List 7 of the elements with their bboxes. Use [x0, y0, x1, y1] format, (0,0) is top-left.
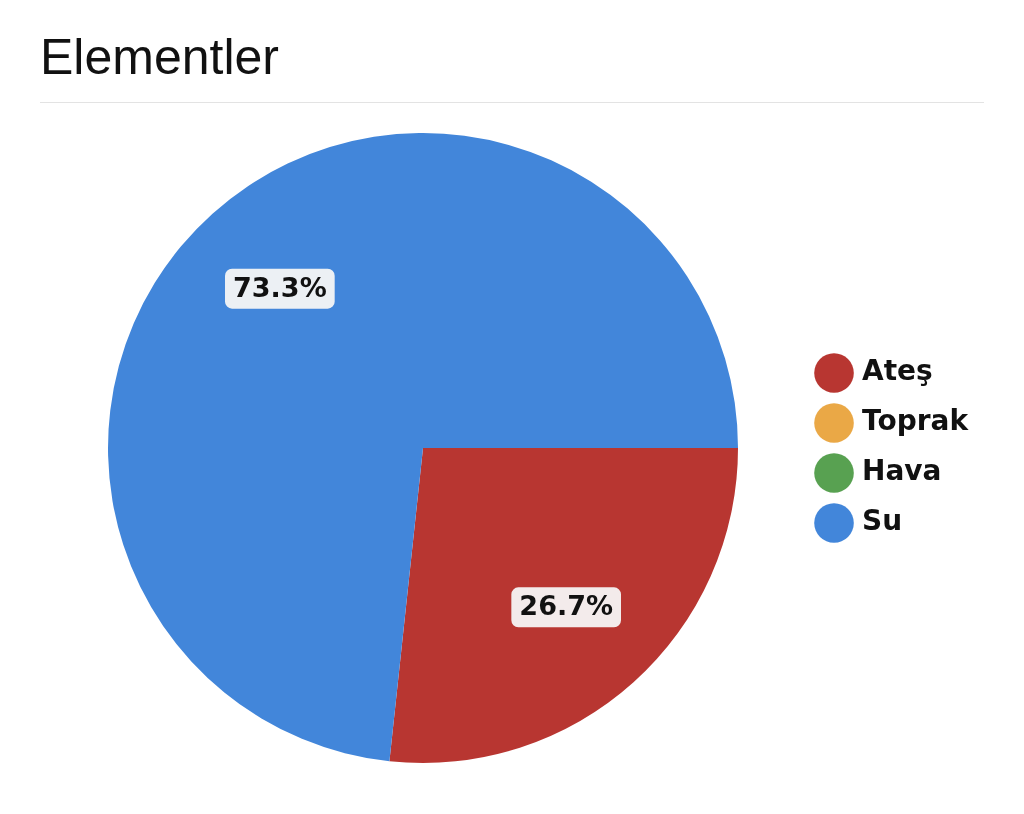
chart-title: Elementler: [39, 28, 280, 87]
data-label: 73.3%: [233, 271, 327, 303]
legend-label: Su: [862, 504, 903, 538]
legend-label: Toprak: [862, 404, 970, 438]
legend-label: Ateş: [862, 354, 933, 388]
legend-label: Hava: [862, 454, 942, 488]
data-label: 26.7%: [519, 590, 613, 622]
